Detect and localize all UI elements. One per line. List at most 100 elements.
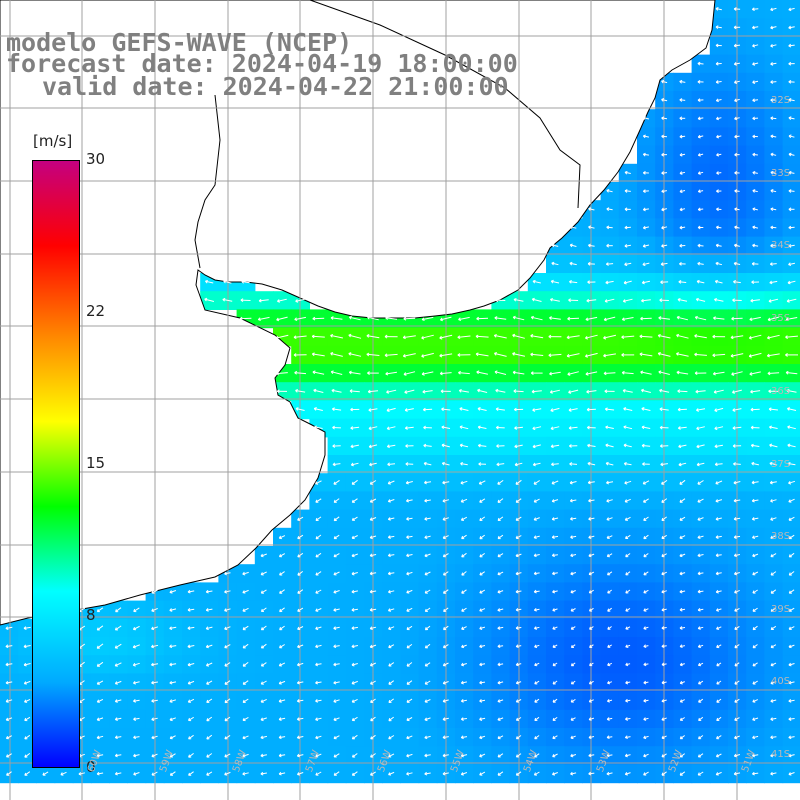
wind-arrow bbox=[679, 626, 686, 630]
wind-arrow bbox=[276, 371, 288, 376]
wind-arrow bbox=[716, 116, 722, 121]
wind-arrow bbox=[697, 261, 704, 266]
wind-arrow bbox=[242, 571, 249, 576]
wind-arrow bbox=[733, 517, 741, 521]
wind-arrow bbox=[151, 607, 158, 612]
wind-arrow bbox=[405, 462, 414, 466]
wind-arrow bbox=[769, 443, 778, 448]
wind-arrow bbox=[752, 189, 758, 193]
wind-arrow bbox=[715, 243, 722, 248]
wind-arrow bbox=[625, 589, 631, 594]
wind-arrow bbox=[315, 571, 322, 576]
wind-arrow bbox=[550, 444, 560, 449]
wind-arrow bbox=[661, 79, 668, 84]
wind-arrow bbox=[734, 152, 740, 157]
wind-arrow bbox=[643, 498, 649, 503]
wind-arrow bbox=[661, 225, 668, 230]
wind-arrow bbox=[715, 480, 723, 485]
wind-arrow bbox=[621, 317, 634, 322]
wind-arrow bbox=[315, 480, 322, 485]
wind-arrow bbox=[497, 479, 504, 485]
wind-arrow bbox=[406, 517, 413, 521]
wind-arrow bbox=[734, 625, 740, 630]
wind-arrow bbox=[205, 608, 213, 612]
wind-arrow bbox=[443, 607, 449, 612]
wind-arrow bbox=[369, 462, 377, 467]
wind-arrow bbox=[387, 517, 395, 521]
wind-arrow bbox=[679, 189, 686, 194]
wind-arrow bbox=[679, 98, 686, 102]
wind-arrow bbox=[297, 626, 304, 631]
wind-arrow bbox=[369, 480, 377, 485]
wind-arrow bbox=[534, 644, 540, 649]
wind-arrow bbox=[532, 279, 541, 284]
wind-arrow bbox=[497, 644, 504, 649]
wind-arrow bbox=[752, 116, 759, 121]
wind-arrow bbox=[604, 389, 615, 394]
wind-arrow bbox=[475, 334, 489, 339]
wind-arrow bbox=[494, 316, 507, 320]
wind-arrow bbox=[715, 7, 722, 11]
wind-arrow bbox=[788, 25, 795, 30]
wind-arrow bbox=[748, 352, 762, 358]
wind-arrow bbox=[661, 553, 667, 558]
wind-arrow bbox=[439, 371, 452, 376]
wind-arrow bbox=[697, 225, 704, 230]
wind-arrow bbox=[643, 571, 649, 576]
wind-arrow bbox=[333, 571, 340, 576]
wind-arrow bbox=[750, 443, 760, 448]
wind-arrow bbox=[479, 516, 486, 521]
wind-arrow bbox=[530, 315, 543, 321]
wind-arrow bbox=[697, 134, 704, 139]
wind-arrow bbox=[424, 480, 432, 485]
wind-arrow bbox=[369, 626, 377, 630]
wind-arrow bbox=[657, 352, 671, 357]
wind-arrow bbox=[642, 207, 649, 212]
wind-arrow bbox=[331, 388, 342, 393]
lat-label: 39S bbox=[771, 604, 791, 615]
wind-arrow bbox=[569, 243, 577, 248]
wind-arrow bbox=[405, 444, 414, 448]
wind-arrow bbox=[293, 335, 307, 340]
wind-arrow bbox=[333, 498, 340, 503]
wind-arrow bbox=[297, 552, 304, 558]
wind-arrow bbox=[752, 625, 758, 631]
wind-arrow bbox=[424, 553, 431, 558]
wind-arrow bbox=[570, 626, 576, 630]
wind-arrow bbox=[752, 589, 758, 594]
wind-arrow bbox=[770, 498, 777, 503]
wind-arrow bbox=[661, 571, 668, 576]
wind-arrow bbox=[422, 389, 433, 394]
wind-arrow bbox=[348, 370, 361, 375]
wind-arrow bbox=[240, 298, 251, 303]
wind-arrow bbox=[478, 462, 487, 466]
wind-arrow bbox=[422, 407, 433, 412]
wind-arrow bbox=[788, 607, 795, 612]
wind-arrow bbox=[695, 297, 706, 302]
wind-arrow bbox=[439, 334, 453, 340]
wind-arrow bbox=[569, 462, 578, 466]
wind-arrow bbox=[659, 407, 669, 412]
wind-arrow bbox=[406, 535, 413, 539]
wind-arrow bbox=[769, 461, 778, 466]
wind-arrow bbox=[606, 498, 613, 503]
wind-arrow bbox=[767, 334, 780, 340]
wind-arrow bbox=[788, 61, 795, 66]
wind-arrow bbox=[369, 535, 377, 540]
colorbar-gradient bbox=[32, 160, 80, 768]
lat-label: 38S bbox=[771, 531, 791, 542]
wind-arrow bbox=[369, 644, 377, 649]
wind-arrow bbox=[404, 408, 414, 412]
wind-arrow bbox=[260, 643, 267, 649]
wind-arrow bbox=[515, 498, 522, 503]
wind-arrow bbox=[642, 189, 649, 194]
wind-arrow bbox=[770, 98, 777, 103]
wind-arrow bbox=[423, 425, 432, 430]
wind-arrow bbox=[751, 261, 759, 266]
wind-arrow bbox=[621, 370, 634, 375]
wind-arrow bbox=[661, 589, 667, 594]
wind-arrow bbox=[752, 80, 759, 84]
wind-arrow bbox=[570, 590, 576, 594]
wind-arrow bbox=[788, 207, 795, 212]
